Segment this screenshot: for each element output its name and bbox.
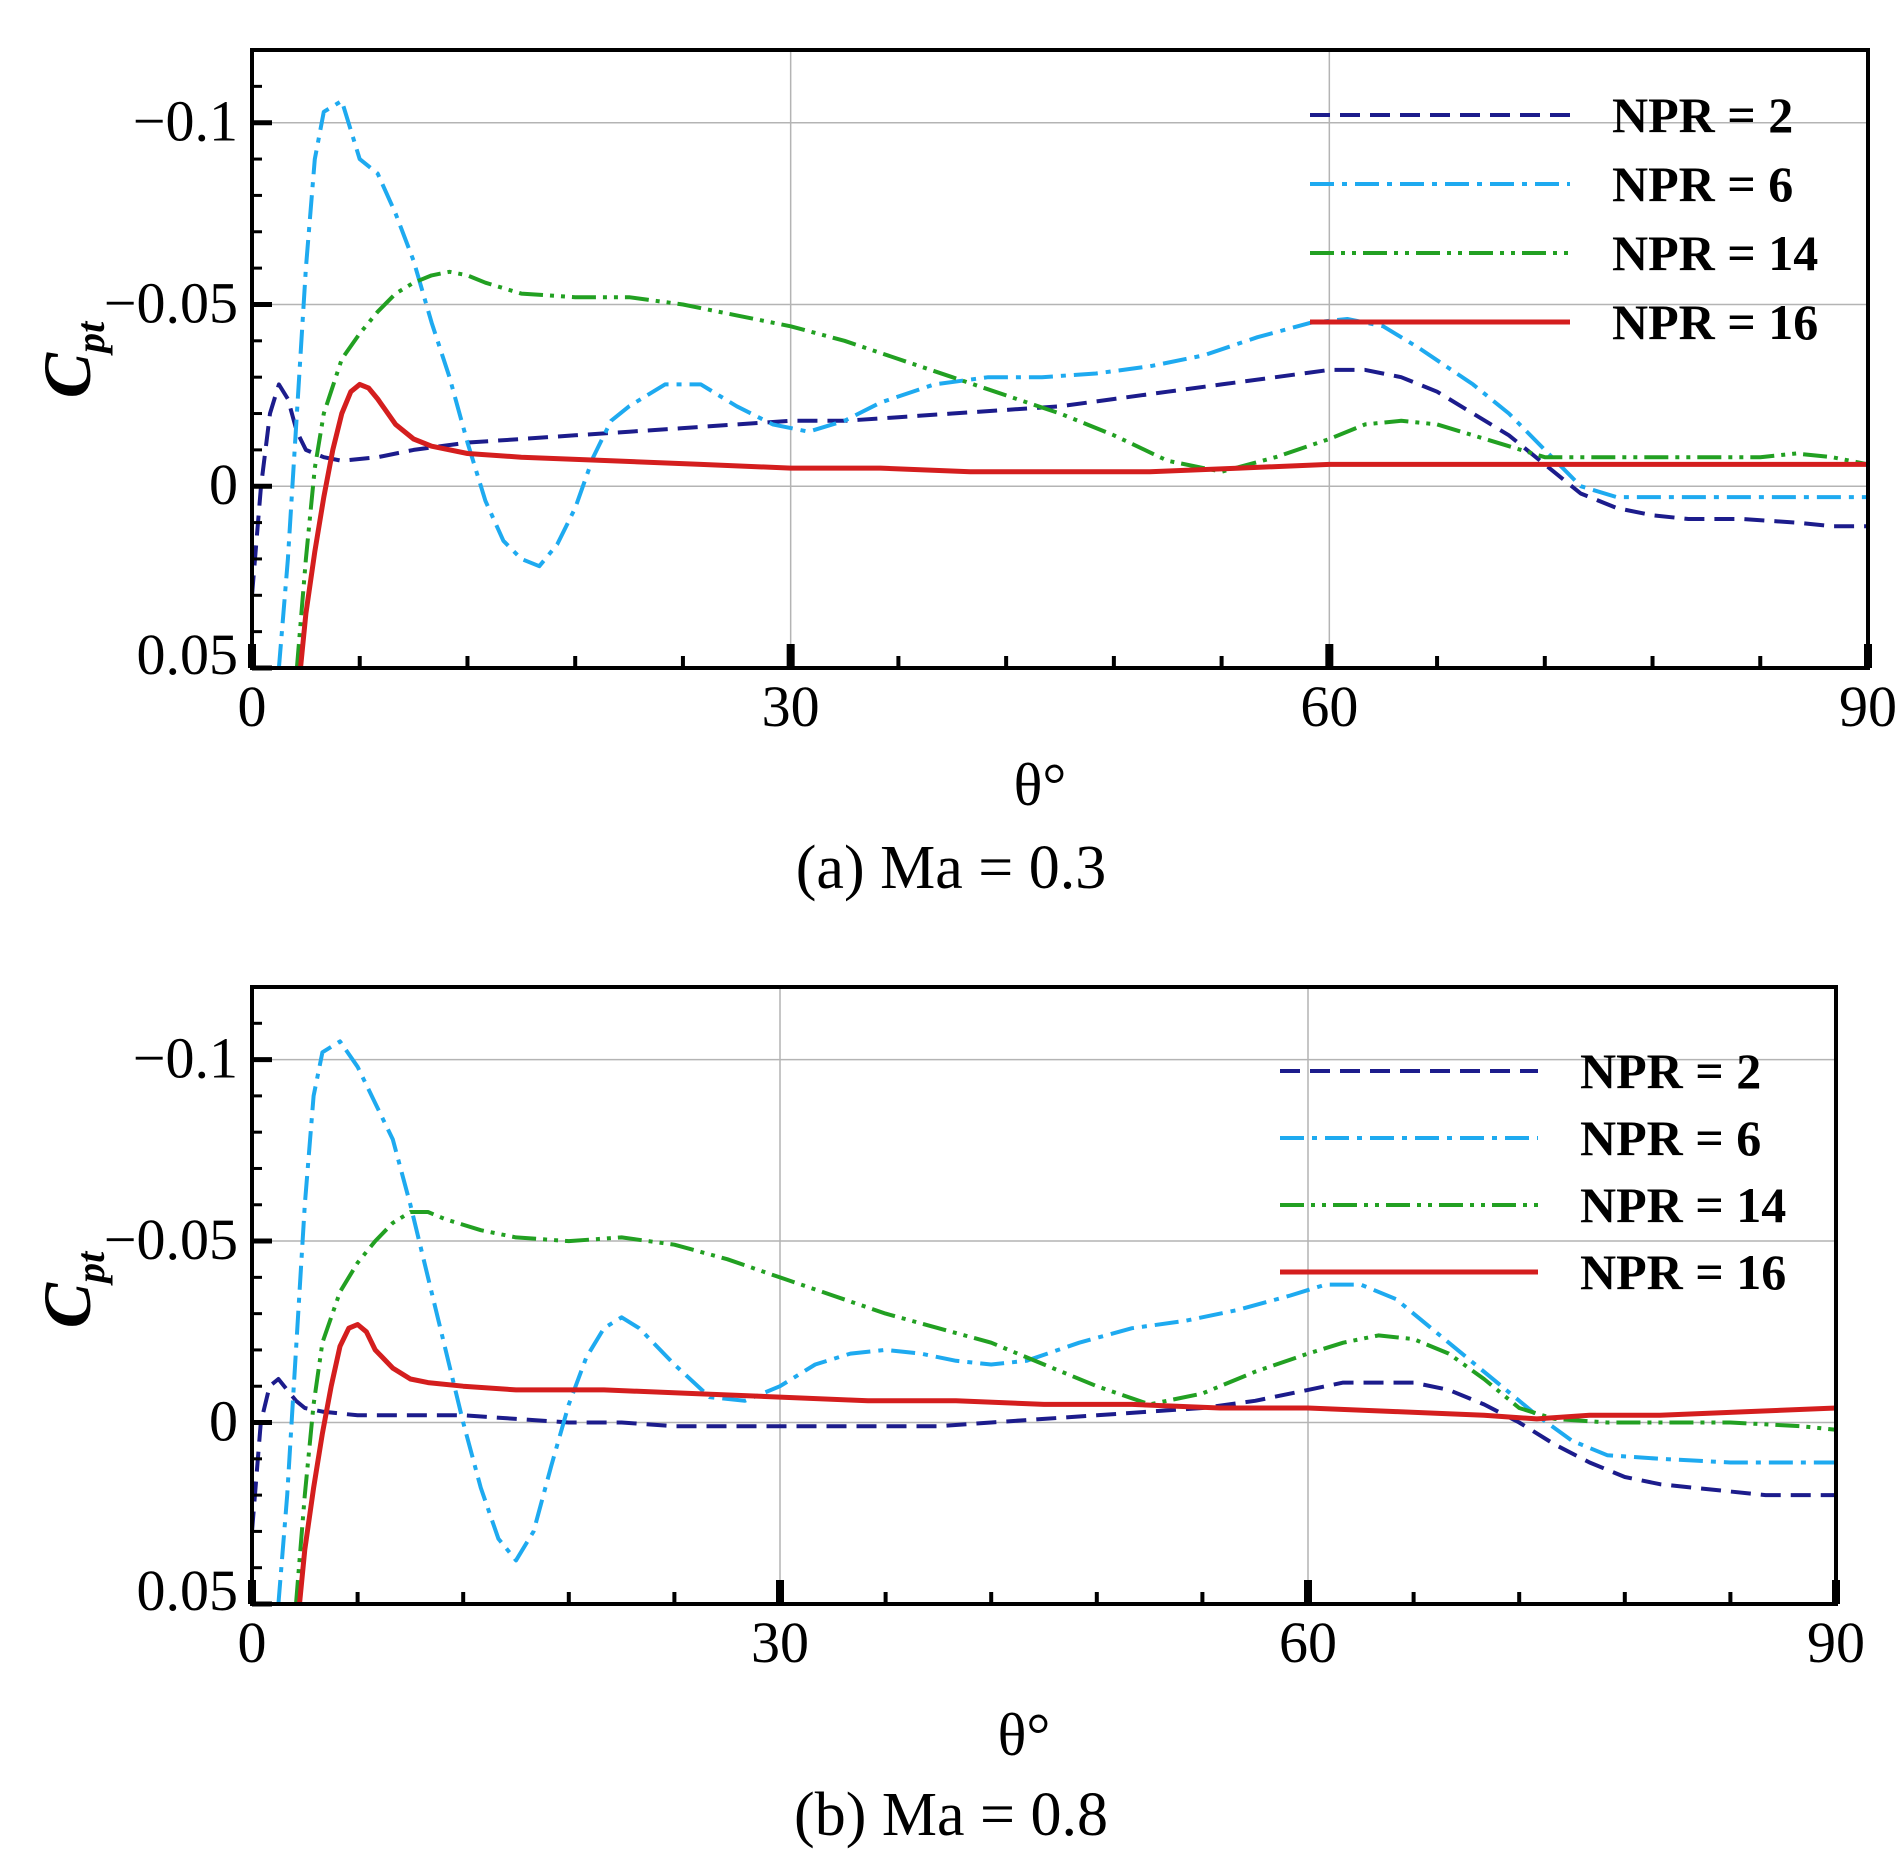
y-axis-title: Cpt	[29, 320, 113, 398]
plot-area	[252, 98, 1868, 668]
x-tick-label: 0	[238, 1610, 267, 1675]
x-tick-label: 60	[1300, 674, 1358, 739]
x-tick-label: 0	[238, 674, 267, 739]
plot-area	[252, 1039, 1836, 1604]
legend-label: NPR = 16	[1612, 294, 1818, 350]
y-tick-label: 0	[209, 1389, 238, 1454]
x-axis-title: θ°	[1014, 752, 1067, 818]
legend-label: NPR = 14	[1612, 225, 1818, 281]
plot-frame	[250, 985, 1838, 1606]
series-line-npr-6	[276, 98, 1868, 668]
plot-frame	[250, 48, 1870, 670]
panel-caption: (a) Ma = 0.3	[796, 834, 1106, 902]
y-tick-label: −0.1	[133, 89, 238, 154]
legend-label: NPR = 2	[1612, 87, 1793, 143]
legend-label: NPR = 6	[1612, 156, 1793, 212]
series-line-npr-16	[297, 1322, 1836, 1604]
y-axis-title: Cpt	[29, 1250, 113, 1328]
y-tick-label: 0.05	[137, 622, 239, 687]
series-line-npr-2	[252, 367, 1868, 596]
y-tick-label: −0.1	[133, 1026, 238, 1091]
legend-label: NPR = 16	[1580, 1244, 1786, 1300]
series-line-npr-14	[294, 269, 1868, 668]
legend-label: NPR = 2	[1580, 1043, 1761, 1099]
legend-label: NPR = 14	[1580, 1177, 1786, 1233]
x-tick-label: 30	[762, 674, 820, 739]
series-line-npr-6	[276, 1039, 1836, 1604]
legend-label: NPR = 6	[1580, 1110, 1761, 1166]
legend: NPR = 2 NPR = 6 NPR = 14 NPR = 16	[1310, 87, 1818, 350]
y-tick-label: −0.05	[104, 1207, 238, 1272]
y-tick-label: 0	[209, 452, 238, 517]
series-line-npr-2	[252, 1377, 1836, 1532]
panel-caption: (b) Ma = 0.8	[794, 1781, 1108, 1849]
series-line-npr-16	[298, 381, 1868, 668]
series-line-npr-14	[294, 1210, 1836, 1604]
y-tick-label: 0.05	[137, 1558, 239, 1623]
y-tick-label: −0.05	[104, 270, 238, 335]
x-tick-label: 30	[751, 1610, 809, 1675]
legend: NPR = 2 NPR = 6 NPR = 14 NPR = 16	[1280, 1043, 1786, 1300]
x-tick-label: 90	[1839, 674, 1897, 739]
x-tick-label: 60	[1279, 1610, 1337, 1675]
x-axis-title: θ°	[998, 1702, 1051, 1768]
x-tick-label: 90	[1807, 1610, 1865, 1675]
